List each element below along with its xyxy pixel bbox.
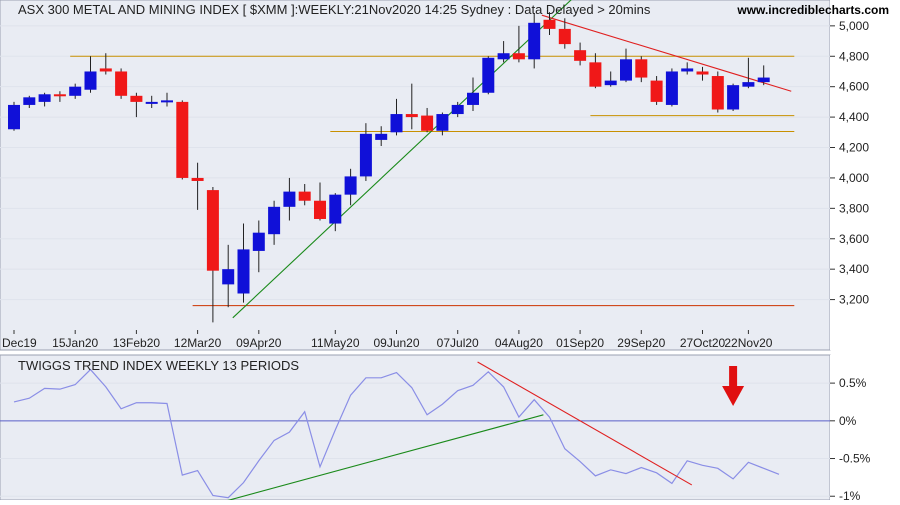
down-arrow-marker [722, 366, 745, 406]
candle-down [589, 62, 602, 87]
date-tick-label: 09Apr20 [236, 336, 282, 350]
candle-down [53, 94, 66, 97]
price-tick-label: 4,200 [839, 141, 869, 155]
candle-up [497, 53, 510, 60]
price-axis: 3,200 3,400 3,600 3,800 4,000 4,200 4,400 4,600… [830, 19, 869, 307]
price-tick-label: 3,800 [839, 201, 869, 215]
candle-down [405, 114, 418, 118]
candle-up [344, 176, 357, 195]
candle-down [543, 19, 556, 29]
candle-down [558, 28, 571, 45]
candle-up [742, 82, 755, 87]
chart-title: ASX 300 METAL AND MINING INDEX [ $XMM ]:… [18, 2, 651, 17]
down-arrow-icon [722, 366, 745, 406]
date-tick-label: 09Jun20 [373, 336, 419, 350]
candle-down [298, 191, 311, 201]
indicator-series-group [13, 368, 780, 499]
candle-down [176, 101, 189, 178]
candle-down [130, 95, 143, 102]
candle-up [252, 232, 265, 251]
candle-down [421, 115, 434, 131]
indicator-tick-label: -0.5% [839, 452, 871, 466]
candle-up [23, 97, 36, 105]
indicator-tick-label: 0.5% [839, 376, 867, 390]
candle-down [574, 50, 587, 61]
horizontal-lines-group [70, 55, 795, 307]
date-tick-label: 27Oct20 [680, 336, 726, 350]
candle-down [115, 71, 128, 96]
candle-up [665, 71, 678, 105]
price-tick-label: 4,600 [839, 80, 869, 94]
date-tick-label: 01Sep20 [556, 336, 604, 350]
date-tick-label: 15Jan20 [52, 336, 98, 350]
price-tick-label: 3,600 [839, 232, 869, 246]
candle-up [757, 77, 770, 83]
site-url: www.incrediblecharts.com [736, 3, 889, 17]
twiggs-trend-index-line [13, 368, 780, 499]
date-tick-label: 22Nov20 [724, 336, 772, 350]
date-tick-label: 12Mar20 [174, 336, 222, 350]
candle-down [711, 76, 724, 110]
candle-down [314, 200, 326, 219]
candle-up [161, 100, 173, 103]
candle-up [283, 191, 296, 207]
candle-down [206, 190, 219, 271]
downtrend-line [541, 14, 792, 92]
price-axis-background [830, 0, 900, 350]
indicator-axis-background [830, 355, 900, 500]
candle-up [145, 101, 158, 104]
candle-up [268, 206, 281, 235]
candle-up [436, 114, 449, 131]
price-tick-label: 5,000 [839, 19, 869, 33]
candle-up [8, 104, 20, 130]
date-tick-label: Dec19 [2, 336, 37, 350]
indicator-uptrend-line [226, 414, 544, 502]
candle-up [681, 68, 694, 72]
date-tick-label: 11May20 [311, 336, 360, 350]
candle-up [620, 59, 632, 81]
candle-up [84, 71, 97, 90]
candle-down [650, 80, 663, 102]
candle-up [467, 92, 479, 105]
price-tick-label: 3,400 [839, 262, 869, 276]
candle-down [99, 68, 112, 72]
candle-up [375, 133, 388, 140]
date-tick-label: 07Jul20 [437, 336, 479, 350]
indicator-downtrend-line [477, 361, 693, 486]
candle-up [604, 80, 617, 86]
price-tick-label: 4,000 [839, 171, 869, 185]
candle-down [635, 59, 648, 78]
price-tick-label: 4,400 [839, 110, 869, 124]
candle-up [329, 194, 342, 224]
candle-up [69, 86, 82, 96]
indicator-trend-lines-group [226, 361, 693, 502]
candle-up [390, 114, 403, 133]
candle-up [528, 22, 541, 60]
candles-group [8, 12, 770, 323]
price-panel-background [0, 0, 831, 351]
candle-down [512, 53, 525, 60]
candle-up [727, 85, 740, 110]
candle-up [451, 104, 464, 115]
candle-up [237, 249, 250, 294]
date-axis: Dec19 15Jan20 13Feb20 12Mar20 09Apr20 11May20… [2, 330, 773, 350]
indicator-grid [0, 382, 830, 497]
indicator-panel-background [0, 354, 831, 501]
price-tick-label: 4,800 [839, 49, 869, 63]
date-tick-label: 13Feb20 [113, 336, 161, 350]
indicator-title: TWIGGS TREND INDEX WEEKLY 13 PERIODS [18, 358, 299, 373]
candle-down [191, 177, 204, 181]
candle-up [482, 57, 495, 93]
price-tick-label: 3,200 [839, 293, 869, 307]
indicator-tick-label: 0% [839, 414, 857, 428]
date-tick-label: 04Aug20 [495, 336, 543, 350]
candle-up [38, 94, 51, 102]
indicator-tick-label: -1% [839, 489, 861, 500]
candle-up [222, 269, 235, 285]
candle-up [359, 133, 372, 177]
date-tick-label: 29Sep20 [617, 336, 665, 350]
candle-down [696, 71, 709, 75]
